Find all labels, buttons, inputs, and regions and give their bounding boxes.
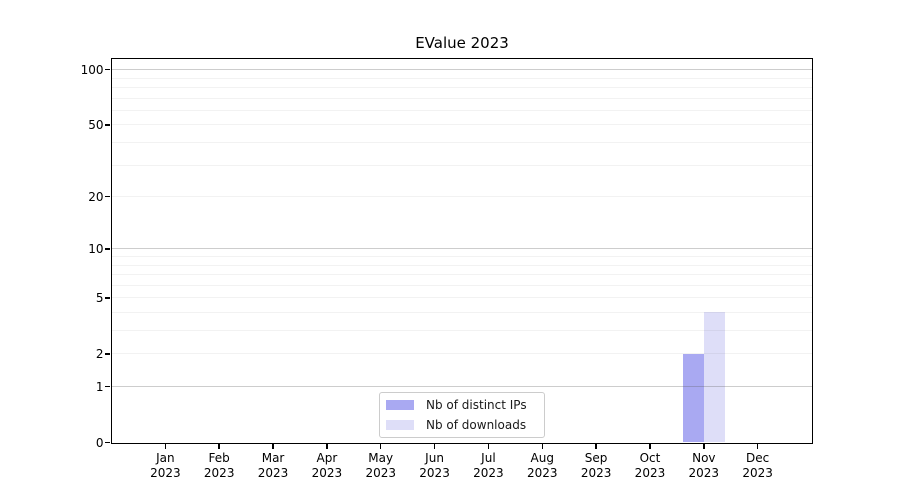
x-tick [487,444,490,449]
y-gridline-minor [111,97,812,99]
bar-downloads [703,312,725,443]
x-tick-label: Feb 2023 [203,450,235,480]
x-tick [272,444,274,449]
y-gridline-minor [111,264,812,266]
y-tick-label: 100 [80,62,104,77]
y-tick [105,124,110,126]
y-tick-label: 2 [95,346,104,361]
x-tick [703,444,705,449]
y-gridline-major [111,248,812,250]
y-tick-label: 20 [88,189,104,204]
y-gridline-minor [111,109,812,111]
x-tick [649,444,651,449]
x-tick-label: Sep 2023 [580,450,612,480]
y-tick [105,195,110,198]
plot-area: 0 1 2 5 10 20 50 100 Jan 2023 Feb 2023 Mar 2023 Apr 20… [81,57,813,480]
y-gridline-minor [111,297,812,299]
y-gridline-major [111,386,812,387]
y-gridline-minor [111,274,812,276]
y-tick-label: 10 [88,241,104,256]
y-gridline-minor [111,142,812,143]
y-tick [105,385,110,388]
x-tick-label: Oct 2023 [634,450,666,480]
legend-item-distinct-ips: Nb of distinct IPs [386,398,536,412]
x-tick-label: Dec 2023 [742,450,773,480]
y-gridline-minor [111,255,812,257]
y-gridline-minor [111,330,812,331]
legend-swatch-downloads [386,420,414,430]
legend-swatch-distinct-ips [386,400,414,410]
y-gridline-minor [111,196,812,198]
chart-title: EValue 2023 [415,34,509,52]
y-gridline-minor [111,124,812,126]
legend: Nb of distinct IPs Nb of downloads [379,392,545,438]
y-gridline-minor [111,164,812,166]
y-tick [105,248,110,250]
x-tick-label: Jun 2023 [419,450,450,480]
bar-distinct-ips [682,353,704,443]
y-tick [105,353,110,355]
legend-label-distinct-ips: Nb of distinct IPs [426,398,527,412]
y-gridline-minor [111,87,812,88]
y-gridline-minor [111,353,812,355]
x-tick-label: Jan 2023 [150,450,181,480]
x-tick [595,444,597,449]
y-gridline-minor [111,311,812,313]
x-tick [379,444,382,449]
x-tick [164,444,167,449]
x-tick [218,444,220,449]
x-tick [541,444,544,449]
y-gridline-minor [111,77,812,79]
y-tick-label: 1 [95,379,104,394]
x-tick [326,444,328,449]
y-tick-label: 0 [95,435,104,450]
x-tick-label: May 2023 [365,450,396,480]
legend-label-downloads: Nb of downloads [426,418,527,432]
x-tick-label: Mar 2023 [257,450,289,480]
y-tick-label: 5 [95,290,104,305]
x-tick-label: Nov 2023 [688,450,720,480]
y-tick [105,441,110,444]
y-gridline-major [111,69,812,71]
y-tick-label: 50 [88,117,104,132]
x-tick [433,444,436,449]
y-gridline-minor [111,284,812,286]
x-tick-label: Jul 2023 [473,450,504,480]
y-tick [105,297,110,299]
legend-item-downloads: Nb of downloads [386,418,536,432]
y-tick [105,68,110,71]
x-tick-label: Aug 2023 [526,450,558,480]
x-tick [756,444,759,449]
x-tick-label: Apr 2023 [311,450,343,480]
